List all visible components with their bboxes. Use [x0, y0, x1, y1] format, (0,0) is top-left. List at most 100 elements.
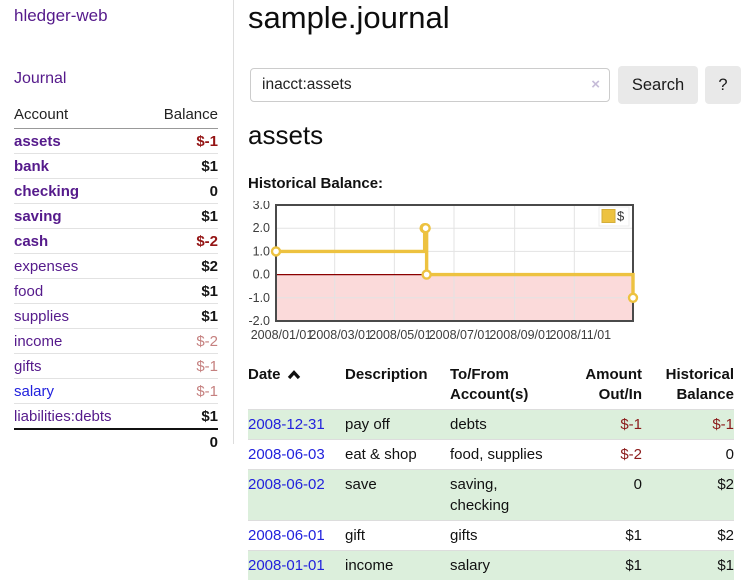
- account-row: assets $-1: [14, 129, 218, 154]
- transaction-row: 2008-06-01 gift gifts $1 $2: [248, 520, 734, 551]
- account-link-saving[interactable]: saving: [14, 207, 62, 225]
- column-header-balance: Historical Balance: [665, 366, 734, 403]
- page-title: sample.journal: [248, 0, 450, 35]
- search-button[interactable]: Search: [618, 66, 698, 104]
- historical-balance-chart: $ 3.0 2.0 1.0 0.0 -1.0 -2.0 2008/01/01 2008/03/…: [244, 198, 726, 354]
- transaction-amount: $1: [565, 520, 642, 551]
- svg-text:2008/07/01: 2008/07/01: [429, 328, 492, 342]
- app-title-link[interactable]: hledger-web: [14, 6, 108, 25]
- account-balance: $1: [145, 403, 218, 429]
- account-link-liabilities-debts[interactable]: liabilities:debts: [14, 407, 112, 425]
- transaction-description: save: [345, 469, 450, 521]
- column-header-amount: Amount Out/In: [585, 366, 642, 403]
- legend-label: $: [617, 209, 625, 224]
- transaction-balance: $-1: [642, 409, 734, 440]
- accounts-table: Account Balance assets $-1 bank $1 check…: [14, 103, 218, 454]
- account-row: salary $-1: [14, 378, 218, 404]
- account-link-gifts[interactable]: gifts: [14, 357, 42, 375]
- transaction-date-link[interactable]: 2008-06-03: [248, 446, 325, 463]
- svg-text:0.0: 0.0: [253, 268, 270, 282]
- accounts-total: 0: [145, 428, 218, 454]
- transaction-account: gifts: [450, 520, 565, 551]
- clear-search-icon[interactable]: ×: [591, 76, 600, 93]
- account-link-expenses[interactable]: expenses: [14, 257, 79, 275]
- help-button[interactable]: ?: [705, 66, 741, 104]
- account-link-salary[interactable]: salary: [14, 382, 55, 400]
- account-balance: $-1: [145, 378, 218, 404]
- transaction-row: 2008-01-01 income salary $1 $1: [248, 550, 734, 580]
- transaction-row: 2008-12-31 pay off debts $-1 $-1: [248, 409, 734, 440]
- transaction-balance: $1: [642, 550, 734, 580]
- svg-text:-1.0: -1.0: [248, 291, 270, 305]
- account-row: bank $1: [14, 153, 218, 179]
- account-row: income $-2: [14, 328, 218, 354]
- transaction-description: income: [345, 550, 450, 580]
- balance-chart-svg: $ 3.0 2.0 1.0 0.0 -1.0 -2.02008/01/012008/03/…: [248, 198, 639, 342]
- transaction-amount: $1: [565, 550, 642, 580]
- account-link-checking[interactable]: checking: [14, 182, 80, 200]
- sidebar-item-journal[interactable]: Journal: [14, 70, 67, 87]
- search-input[interactable]: [252, 70, 592, 100]
- data-point-marker: [627, 292, 639, 304]
- transaction-account: debts: [450, 409, 565, 440]
- account-balance: $-2: [145, 228, 218, 254]
- legend-swatch-icon: [601, 209, 616, 223]
- svg-text:2008/09/01: 2008/09/01: [489, 328, 552, 342]
- account-balance: 0: [145, 178, 218, 204]
- accounts-total-row: 0: [14, 428, 218, 454]
- transaction-balance: 0: [642, 439, 734, 470]
- transaction-description: eat & shop: [345, 439, 450, 470]
- register-header-row: Date Description To/From Account(s) Amou…: [248, 363, 734, 410]
- chart-legend: $: [598, 206, 630, 227]
- account-link-food[interactable]: food: [14, 282, 44, 300]
- transaction-balance: $2: [642, 469, 734, 521]
- transaction-date-link[interactable]: 2008-06-02: [248, 476, 325, 493]
- transaction-amount: $-1: [565, 409, 642, 440]
- chart-border: [275, 204, 634, 322]
- register-table: Date Description To/From Account(s) Amou…: [248, 363, 734, 580]
- accounts-col-account: Account: [14, 103, 146, 129]
- column-header-account: To/From Account(s): [450, 366, 529, 403]
- account-link-assets[interactable]: assets: [14, 132, 61, 150]
- transaction-account: food, supplies: [450, 439, 565, 470]
- data-point-marker: [421, 269, 432, 280]
- account-row: supplies $1: [14, 303, 218, 329]
- account-link-supplies[interactable]: supplies: [14, 307, 70, 325]
- sort-ascending-icon: [287, 366, 301, 386]
- transaction-date-link[interactable]: 2008-12-31: [248, 416, 325, 433]
- svg-text:2008/11/01: 2008/11/01: [549, 328, 611, 342]
- account-row: gifts $-1: [14, 353, 218, 379]
- account-balance: $2: [145, 253, 218, 279]
- transaction-date-link[interactable]: 2008-06-01: [248, 527, 325, 544]
- data-point-marker: [270, 246, 282, 257]
- svg-text:2008/01/01: 2008/01/01: [251, 328, 314, 342]
- transaction-balance: $2: [642, 520, 734, 551]
- transaction-description: gift: [345, 520, 450, 551]
- account-balance: $1: [145, 303, 218, 329]
- account-link-bank[interactable]: bank: [14, 157, 50, 175]
- account-balance: $-2: [145, 328, 218, 354]
- transaction-account: saving, checking: [450, 469, 565, 521]
- account-balance: $1: [145, 203, 218, 229]
- svg-text:1.0: 1.0: [253, 244, 270, 258]
- account-row: cash $-2: [14, 228, 218, 254]
- account-row: food $1: [14, 278, 218, 304]
- svg-text:2.0: 2.0: [253, 221, 270, 235]
- search-box: ×: [250, 68, 610, 102]
- account-link-cash[interactable]: cash: [14, 232, 49, 250]
- transaction-description: pay off: [345, 409, 450, 440]
- sidebar: hledger-web Journal Account Balance asse…: [0, 0, 234, 454]
- column-header-description: Description: [345, 366, 428, 383]
- data-point-marker: [420, 223, 431, 234]
- account-row: liabilities:debts $1: [14, 403, 218, 429]
- account-link-income[interactable]: income: [14, 332, 63, 350]
- transaction-row: 2008-06-03 eat & shop food, supplies $-2…: [248, 439, 734, 470]
- svg-text:3.0: 3.0: [253, 201, 270, 212]
- account-balance: $1: [145, 153, 218, 179]
- balance-series: [270, 223, 639, 304]
- transaction-date-link[interactable]: 2008-01-01: [248, 557, 325, 574]
- column-header-date[interactable]: Date: [248, 363, 345, 410]
- chart-axis-labels: 3.0 2.0 1.0 0.0 -1.0 -2.02008/01/012008/03/01…: [248, 198, 611, 342]
- transaction-account: salary: [450, 550, 565, 580]
- account-heading: assets: [248, 120, 324, 150]
